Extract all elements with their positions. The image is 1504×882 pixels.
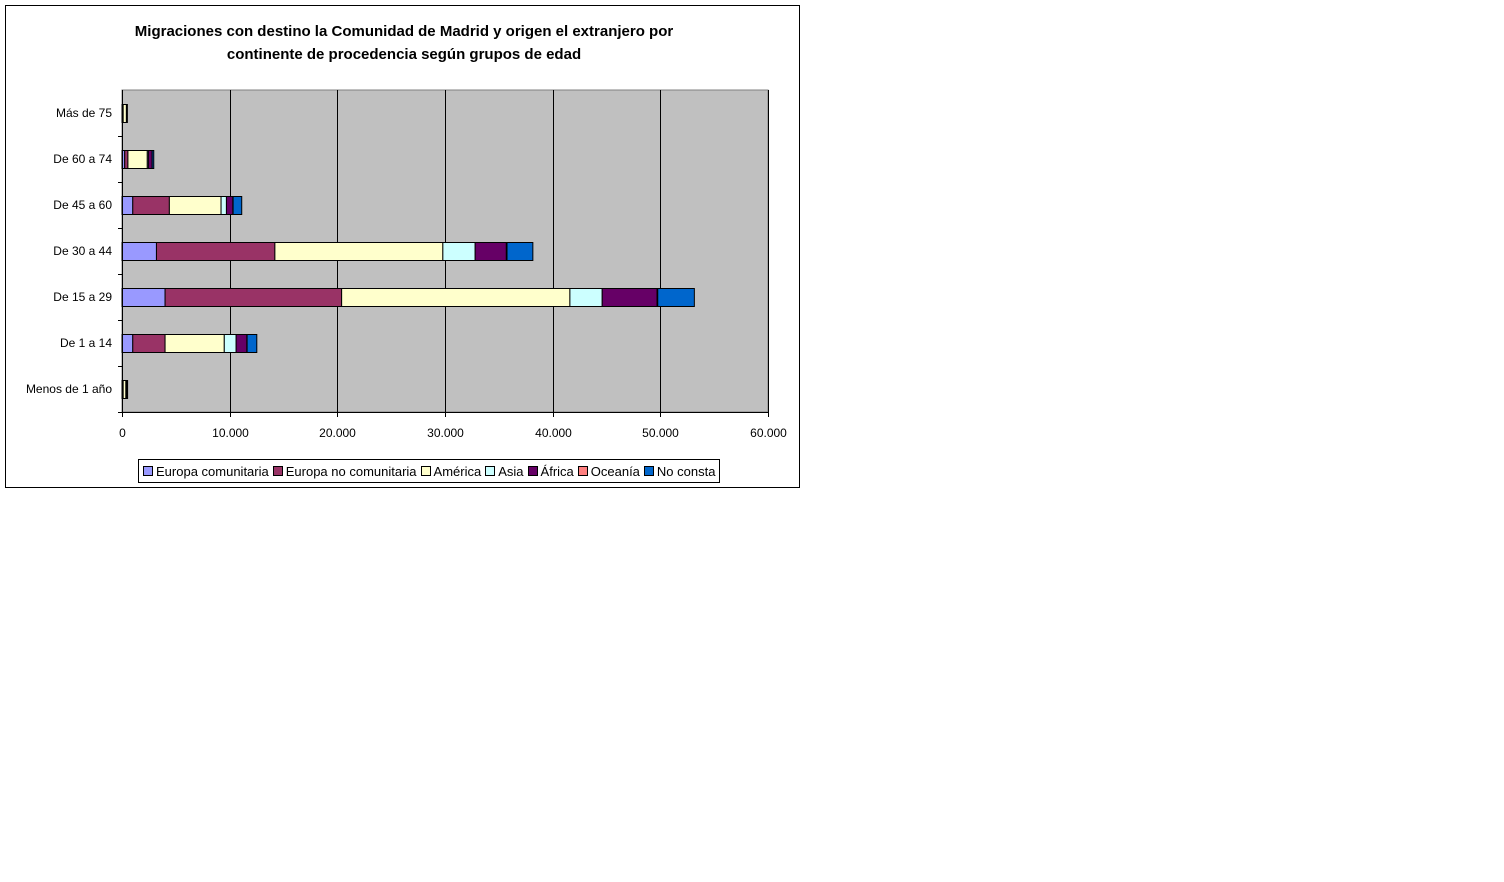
legend-label: América — [433, 463, 482, 479]
y-tick-label: Menos de 1 año — [26, 382, 112, 396]
bar-américa-5 — [127, 150, 148, 169]
chart-title-line-2: continente de procedencia según grupos d… — [227, 46, 581, 63]
bar-europa-no-comunitaria-2 — [164, 288, 343, 307]
bar-no-consta-3 — [506, 242, 534, 261]
legend-swatch — [577, 466, 588, 476]
legend-label: África — [540, 463, 574, 479]
y-tick-label: De 15 a 29 — [53, 290, 112, 304]
bar-áfrica-3 — [474, 242, 507, 261]
plot-area: Menos de 1 año De 1 a 14 De 15 a 29 De 30 a… — [26, 89, 787, 440]
bar-américa-3 — [274, 242, 444, 261]
bar-américa-1 — [164, 334, 225, 353]
bar-no-consta-1 — [246, 334, 258, 353]
bar-no-consta-6 — [126, 104, 128, 123]
chart-svg: Migraciones con destino la Comunidad de … — [26, 23, 787, 440]
bar-europa-comunitaria-4 — [121, 196, 134, 215]
bar-no-consta-5 — [151, 150, 155, 169]
legend-item: América — [420, 463, 482, 479]
y-tick-label: De 45 a 60 — [53, 198, 112, 212]
x-tick-label: 0 — [119, 426, 126, 440]
x-tick-label: 10.000 — [212, 426, 249, 440]
bar-asia-2 — [569, 288, 603, 307]
bar-europa-comunitaria-3 — [121, 242, 157, 261]
x-tick-label: 30.000 — [427, 426, 464, 440]
y-tick-label: De 30 a 44 — [53, 244, 112, 258]
legend-swatch — [143, 466, 153, 476]
legend-item: Europa comunitaria — [143, 464, 269, 479]
bar-áfrica-4 — [225, 196, 234, 215]
legend-label: Europa no comunitaria — [285, 463, 417, 479]
bar-áfrica-1 — [235, 334, 248, 353]
chart-frame: Migraciones con destino la Comunidad de … — [5, 5, 800, 488]
legend-swatch — [420, 466, 431, 476]
bar-asia-3 — [442, 242, 476, 261]
bar-europa-no-comunitaria-3 — [155, 242, 276, 261]
y-tick-label: Más de 75 — [56, 106, 112, 120]
legend-item: África — [527, 463, 574, 479]
bar-asia-1 — [223, 334, 237, 353]
legend-swatch — [485, 466, 496, 476]
bar-europa-no-comunitaria-4 — [132, 196, 170, 215]
chart-title-line-1: Migraciones con destino la Comunidad de … — [135, 23, 674, 40]
x-tick-label: 20.000 — [319, 426, 356, 440]
x-tick-label: 40.000 — [535, 426, 572, 440]
legend-label: No consta — [656, 463, 716, 479]
x-tick-label: 60.000 — [750, 426, 787, 440]
legend-label: Europa comunitaria — [156, 463, 269, 479]
bar-no-consta-2 — [657, 288, 695, 307]
bar-américa-4 — [168, 196, 222, 215]
legend-label: Oceanía — [590, 463, 640, 479]
bar-asia-4 — [220, 196, 227, 215]
legend-item: Oceanía — [577, 463, 640, 479]
x-tick-label: 50.000 — [642, 426, 679, 440]
bar-áfrica-2 — [601, 288, 658, 307]
bar-no-consta-0 — [126, 380, 129, 399]
y-tick-label: De 60 a 74 — [53, 152, 112, 166]
bar-américa-2 — [341, 288, 571, 307]
bar-europa-comunitaria-1 — [121, 334, 134, 353]
y-tick-label: De 1 a 14 — [60, 336, 112, 350]
legend-item: Europa no comunitaria — [272, 463, 417, 479]
bar-áfrica-5 — [147, 150, 153, 169]
legend-label: Asia — [498, 463, 524, 479]
legend-swatch — [643, 466, 654, 476]
bar-europa-no-comunitaria-1 — [132, 334, 166, 353]
legend-item: Asia — [485, 463, 524, 479]
legend-item: No consta — [643, 463, 716, 479]
bar-europa-comunitaria-2 — [121, 288, 166, 307]
legend: Europa comunitaria Europa no comunitaria A… — [138, 459, 721, 483]
legend-swatch — [272, 466, 283, 476]
bar-no-consta-4 — [232, 196, 243, 215]
legend-swatch — [527, 466, 538, 476]
